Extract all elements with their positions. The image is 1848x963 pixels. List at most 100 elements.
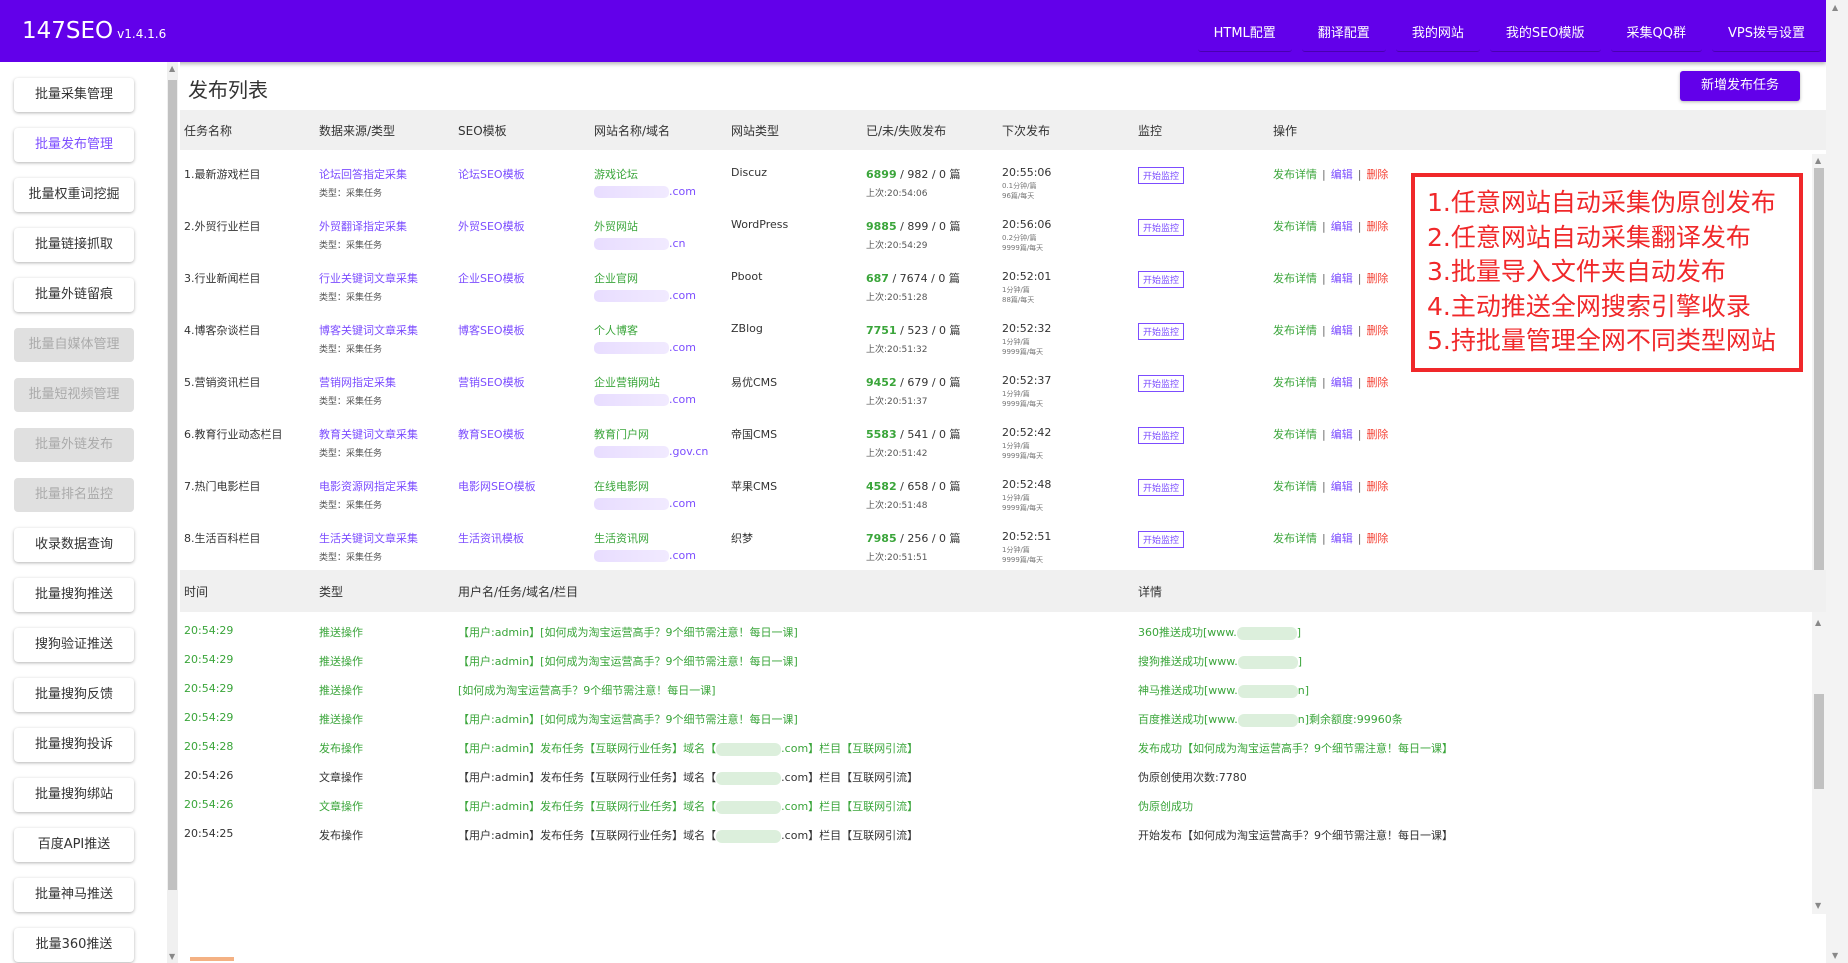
edit-link[interactable]: 编辑 <box>1330 220 1353 233</box>
start-monitor-button[interactable]: 开始监控 <box>1138 375 1185 392</box>
topnav-item[interactable]: 采集QQ群 <box>1610 12 1702 52</box>
edit-link[interactable]: 编辑 <box>1330 376 1353 389</box>
horizontal-scroll-indicator[interactable] <box>190 957 234 961</box>
scrollbar-thumb[interactable] <box>1814 168 1824 608</box>
page-scrollbar[interactable]: ▲ ▼ <box>1826 0 1848 963</box>
site-domain[interactable]: .com <box>594 549 696 562</box>
sidebar-item[interactable]: 批量360推送 <box>14 928 134 962</box>
seo-template-link[interactable]: 营销SEO模板 <box>458 376 525 389</box>
topnav-item[interactable]: 我的网站 <box>1395 12 1480 52</box>
detail-link[interactable]: 发布详情 <box>1273 324 1317 337</box>
source-link[interactable]: 教育关键词文章采集 <box>319 428 418 441</box>
sidebar-item[interactable]: 批量权重词挖掘 <box>14 178 134 212</box>
topnav-item[interactable]: VPS拨号设置 <box>1712 12 1821 52</box>
start-monitor-button[interactable]: 开始监控 <box>1138 531 1185 548</box>
scroll-up-icon[interactable]: ▲ <box>1815 156 1822 165</box>
start-monitor-button[interactable]: 开始监控 <box>1138 427 1185 444</box>
start-monitor-button[interactable]: 开始监控 <box>1138 323 1185 340</box>
delete-link[interactable]: 删除 <box>1366 220 1389 233</box>
site-domain[interactable]: .com <box>594 497 696 510</box>
detail-link[interactable]: 发布详情 <box>1273 532 1317 545</box>
seo-template-link[interactable]: 生活资讯模板 <box>458 532 524 545</box>
delete-link[interactable]: 删除 <box>1366 168 1389 181</box>
site-domain[interactable]: .com <box>594 393 696 406</box>
site-name-link[interactable]: 个人博客 <box>594 324 638 337</box>
site-name-link[interactable]: 游戏论坛 <box>594 168 638 181</box>
delete-link[interactable]: 删除 <box>1366 480 1389 493</box>
start-monitor-button[interactable]: 开始监控 <box>1138 219 1185 236</box>
topnav-item[interactable]: 我的SEO模版 <box>1489 12 1601 52</box>
delete-link[interactable]: 删除 <box>1366 324 1389 337</box>
sidebar-item[interactable]: 批量神马推送 <box>14 878 134 912</box>
start-monitor-button[interactable]: 开始监控 <box>1138 271 1185 288</box>
detail-link[interactable]: 发布详情 <box>1273 376 1317 389</box>
add-publish-task-button[interactable]: 新增发布任务 <box>1680 71 1800 101</box>
detail-link[interactable]: 发布详情 <box>1273 220 1317 233</box>
site-name-link[interactable]: 企业官网 <box>594 272 638 285</box>
topnav-item[interactable]: 翻译配置 <box>1301 12 1386 52</box>
scroll-up-icon[interactable]: ▲ <box>1832 3 1839 12</box>
seo-template-link[interactable]: 企业SEO模板 <box>458 272 525 285</box>
scroll-down-icon[interactable]: ▼ <box>1832 951 1839 960</box>
sidebar-item[interactable]: 批量搜狗绑站 <box>14 778 134 812</box>
source-link[interactable]: 电影资源网指定采集 <box>319 480 418 493</box>
sidebar-item[interactable]: 批量发布管理 <box>14 128 134 162</box>
sidebar-item[interactable]: 批量搜狗反馈 <box>14 678 134 712</box>
site-name-link[interactable]: 生活资讯网 <box>594 532 649 545</box>
detail-link[interactable]: 发布详情 <box>1273 168 1317 181</box>
site-domain[interactable]: .com <box>594 185 696 198</box>
scrollbar-thumb[interactable] <box>168 80 177 890</box>
log-scrollbar[interactable]: ▲ ▼ <box>1812 614 1826 914</box>
source-link[interactable]: 行业关键词文章采集 <box>319 272 418 285</box>
topnav-item[interactable]: HTML配置 <box>1197 12 1292 52</box>
sidebar-scrollbar[interactable]: ▲ ▼ <box>167 62 178 963</box>
sidebar-item[interactable]: 批量搜狗推送 <box>14 578 134 612</box>
site-domain[interactable]: .gov.cn <box>594 445 708 458</box>
site-domain[interactable]: .cn <box>594 237 686 250</box>
site-name-link[interactable]: 外贸网站 <box>594 220 638 233</box>
site-name-link[interactable]: 企业营销网站 <box>594 376 660 389</box>
delete-link[interactable]: 删除 <box>1366 428 1389 441</box>
site-domain[interactable]: .com <box>594 341 696 354</box>
sidebar-item[interactable]: 收录数据查询 <box>14 528 134 562</box>
source-link[interactable]: 论坛回答指定采集 <box>319 168 407 181</box>
seo-template-link[interactable]: 教育SEO模板 <box>458 428 525 441</box>
sidebar-item[interactable]: 批量链接抓取 <box>14 228 134 262</box>
site-name-link[interactable]: 在线电影网 <box>594 480 649 493</box>
sidebar-item[interactable]: 百度API推送 <box>14 828 134 862</box>
detail-link[interactable]: 发布详情 <box>1273 480 1317 493</box>
scrollbar-thumb[interactable] <box>1814 694 1824 789</box>
start-monitor-button[interactable]: 开始监控 <box>1138 167 1185 184</box>
edit-link[interactable]: 编辑 <box>1330 272 1353 285</box>
edit-link[interactable]: 编辑 <box>1330 532 1353 545</box>
edit-link[interactable]: 编辑 <box>1330 168 1353 181</box>
site-domain[interactable]: .com <box>594 289 696 302</box>
source-link[interactable]: 营销网指定采集 <box>319 376 396 389</box>
task-table-scrollbar[interactable]: ▲▼ <box>1812 154 1826 630</box>
scroll-up-icon[interactable]: ▲ <box>1815 618 1822 627</box>
edit-link[interactable]: 编辑 <box>1330 324 1353 337</box>
sidebar-item[interactable]: 批量外链留痕 <box>14 278 134 312</box>
seo-template-link[interactable]: 电影网SEO模板 <box>458 480 536 493</box>
delete-link[interactable]: 删除 <box>1366 376 1389 389</box>
scroll-down-icon[interactable]: ▼ <box>1815 901 1822 910</box>
source-link[interactable]: 博客关键词文章采集 <box>319 324 418 337</box>
site-name-link[interactable]: 教育门户网 <box>594 428 649 441</box>
edit-link[interactable]: 编辑 <box>1330 480 1353 493</box>
edit-link[interactable]: 编辑 <box>1330 428 1353 441</box>
source-link[interactable]: 生活关键词文章采集 <box>319 532 418 545</box>
scroll-down-icon[interactable]: ▼ <box>169 952 176 961</box>
scroll-up-icon[interactable]: ▲ <box>169 64 176 73</box>
source-link[interactable]: 外贸翻译指定采集 <box>319 220 407 233</box>
delete-link[interactable]: 删除 <box>1366 532 1389 545</box>
start-monitor-button[interactable]: 开始监控 <box>1138 479 1185 496</box>
seo-template-link[interactable]: 博客SEO模板 <box>458 324 525 337</box>
sidebar-item[interactable]: 搜狗验证推送 <box>14 628 134 662</box>
sidebar-item[interactable]: 批量搜狗投诉 <box>14 728 134 762</box>
sidebar-item[interactable]: 批量采集管理 <box>14 78 134 112</box>
detail-link[interactable]: 发布详情 <box>1273 428 1317 441</box>
seo-template-link[interactable]: 外贸SEO模板 <box>458 220 525 233</box>
delete-link[interactable]: 删除 <box>1366 272 1389 285</box>
detail-link[interactable]: 发布详情 <box>1273 272 1317 285</box>
seo-template-link[interactable]: 论坛SEO模板 <box>458 168 525 181</box>
